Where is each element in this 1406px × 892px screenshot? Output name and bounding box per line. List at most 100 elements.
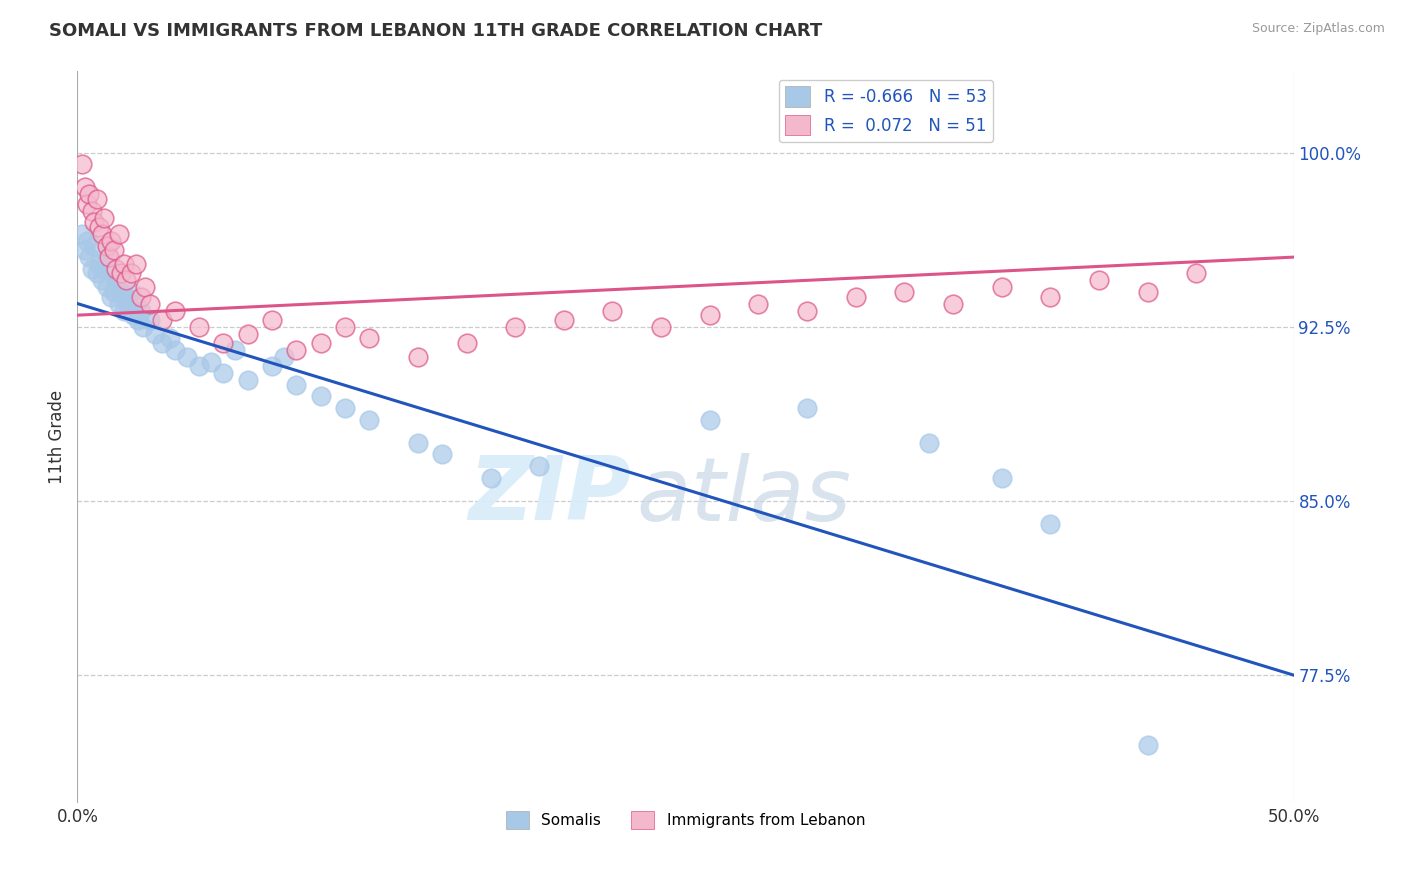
- Point: [105, 261, 128, 276]
- Point: [553, 313, 575, 327]
- Point: [139, 313, 162, 327]
- Point: [115, 290, 138, 304]
- Point: [79, 187, 101, 202]
- Point: [73, 180, 96, 194]
- Point: [76, 196, 98, 211]
- Point: [129, 303, 152, 318]
- Point: [80, 261, 103, 276]
- Text: ZIP: ZIP: [468, 452, 631, 539]
- Point: [110, 266, 132, 280]
- Point: [107, 296, 129, 310]
- Point: [97, 250, 120, 264]
- Point: [1039, 517, 1062, 532]
- Point: [333, 401, 356, 415]
- Point: [796, 401, 818, 415]
- Point: [105, 273, 128, 287]
- Point: [1185, 266, 1208, 280]
- Point: [76, 234, 98, 248]
- Point: [1136, 285, 1159, 299]
- Point: [176, 350, 198, 364]
- Point: [236, 373, 259, 387]
- Point: [285, 377, 308, 392]
- Point: [260, 359, 283, 374]
- Text: Source: ZipAtlas.com: Source: ZipAtlas.com: [1251, 22, 1385, 36]
- Point: [1039, 290, 1062, 304]
- Point: [602, 303, 624, 318]
- Point: [73, 243, 96, 257]
- Legend: Somalis, Immigrants from Lebanon: Somalis, Immigrants from Lebanon: [499, 805, 872, 836]
- Point: [699, 412, 721, 426]
- Point: [100, 290, 122, 304]
- Point: [90, 227, 112, 241]
- Point: [93, 211, 115, 225]
- Point: [110, 285, 132, 299]
- Point: [80, 203, 103, 218]
- Point: [309, 336, 332, 351]
- Point: [188, 359, 211, 374]
- Point: [83, 215, 105, 229]
- Y-axis label: 11th Grade: 11th Grade: [48, 390, 66, 484]
- Point: [990, 280, 1012, 294]
- Point: [236, 326, 259, 341]
- Point: [79, 250, 101, 264]
- Point: [406, 436, 429, 450]
- Point: [117, 296, 139, 310]
- Point: [212, 336, 235, 351]
- Point: [479, 471, 502, 485]
- Point: [212, 366, 235, 380]
- Point: [747, 296, 769, 310]
- Point: [200, 354, 222, 368]
- Point: [96, 280, 118, 294]
- Point: [430, 448, 453, 462]
- Point: [529, 459, 551, 474]
- Point: [112, 303, 135, 318]
- Point: [112, 257, 135, 271]
- Point: [503, 319, 526, 334]
- Point: [152, 313, 174, 327]
- Point: [163, 343, 186, 357]
- Point: [359, 331, 381, 345]
- Point: [100, 234, 122, 248]
- Point: [132, 319, 155, 334]
- Point: [134, 280, 156, 294]
- Point: [845, 290, 868, 304]
- Point: [103, 285, 125, 299]
- Point: [89, 257, 111, 271]
- Point: [83, 238, 105, 252]
- Point: [129, 290, 152, 304]
- Point: [127, 313, 149, 327]
- Point: [125, 296, 148, 310]
- Point: [359, 412, 381, 426]
- Point: [125, 257, 148, 271]
- Point: [942, 296, 965, 310]
- Point: [796, 303, 818, 318]
- Point: [115, 273, 138, 287]
- Point: [159, 331, 181, 345]
- Point: [1088, 273, 1111, 287]
- Point: [107, 227, 129, 241]
- Point: [139, 296, 162, 310]
- Point: [260, 313, 283, 327]
- Point: [93, 261, 115, 276]
- Point: [70, 227, 93, 241]
- Point: [90, 273, 112, 287]
- Point: [120, 285, 142, 299]
- Point: [86, 266, 108, 280]
- Point: [188, 319, 211, 334]
- Point: [97, 250, 120, 264]
- Point: [120, 266, 142, 280]
- Point: [163, 303, 186, 318]
- Point: [70, 157, 93, 171]
- Point: [96, 238, 118, 252]
- Point: [103, 243, 125, 257]
- Point: [333, 319, 356, 334]
- Point: [86, 192, 108, 206]
- Point: [699, 308, 721, 322]
- Point: [650, 319, 672, 334]
- Point: [990, 471, 1012, 485]
- Text: SOMALI VS IMMIGRANTS FROM LEBANON 11TH GRADE CORRELATION CHART: SOMALI VS IMMIGRANTS FROM LEBANON 11TH G…: [49, 22, 823, 40]
- Point: [309, 389, 332, 403]
- Point: [893, 285, 915, 299]
- Point: [1136, 738, 1159, 752]
- Point: [918, 436, 941, 450]
